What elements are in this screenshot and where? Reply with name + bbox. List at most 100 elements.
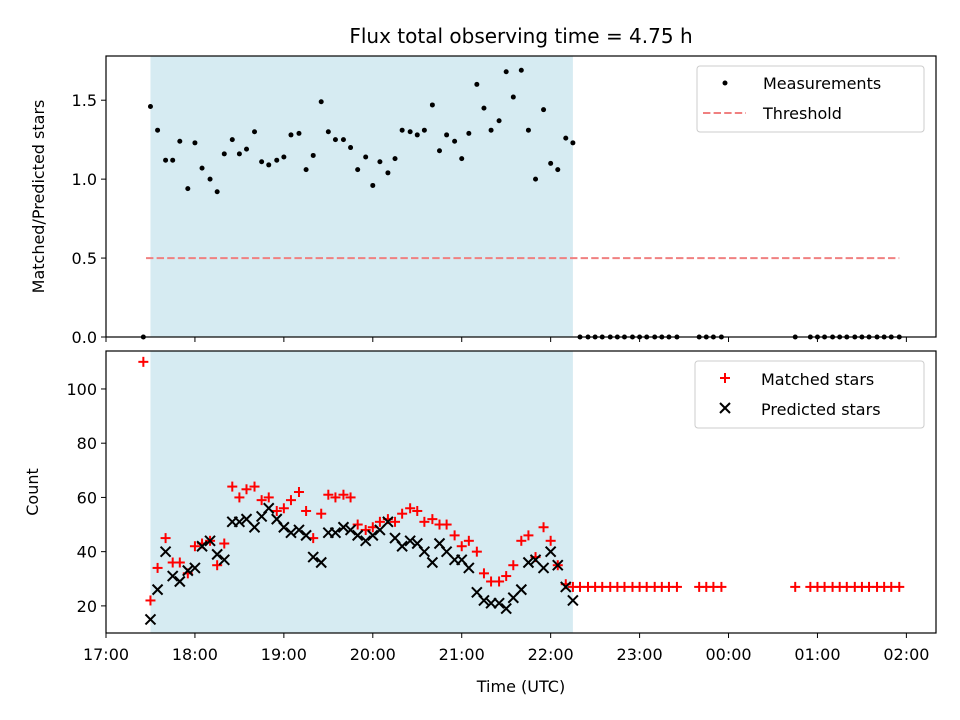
measurement-point: [244, 146, 250, 152]
measurement-point: [170, 157, 176, 163]
predicted-star-point: [300, 529, 312, 542]
matched-star-point: [278, 503, 289, 514]
matched-star-point: [463, 535, 474, 546]
measurement-point: [163, 157, 169, 163]
measurement-point: [548, 160, 554, 166]
bottom-legend: Matched stars Predicted stars: [694, 360, 925, 429]
predicted-star-point: [307, 551, 319, 563]
matched-star-point: [419, 516, 430, 527]
predicted-star-point-b: [411, 537, 423, 550]
measurement-point: [288, 132, 294, 138]
measurement-point: [533, 176, 539, 182]
predicted-star-point: [522, 556, 535, 569]
predicted-star-point-b: [389, 532, 401, 544]
matched-star-point: [174, 557, 185, 568]
predicted-star-point-b: [344, 524, 357, 536]
predicted-star-point: [174, 575, 186, 588]
measurement-point: [355, 167, 361, 173]
measurement-point: [563, 135, 569, 141]
predicted-star-point-b: [552, 559, 564, 571]
predicted-star-point-b: [337, 521, 350, 533]
measurement-point: [459, 156, 465, 162]
predicted-star-point: [211, 548, 223, 561]
x-tick-label: 20:00: [350, 645, 396, 664]
matched-star-point: [219, 538, 230, 549]
bottom-subplot: 20 40 60 80 100 17:00 18:00 19:00 20:00 21:00 22:…: [23, 350, 937, 696]
matched-star-point: [478, 568, 489, 579]
measurement-point: [221, 151, 227, 157]
measurement-point: [192, 140, 198, 146]
measurement-point: [363, 154, 369, 160]
predicted-star-point-b: [159, 545, 172, 558]
predicted-star-point-b: [278, 521, 290, 533]
measurement-point: [281, 154, 287, 160]
legend-plus: [720, 373, 730, 383]
top-x-ticks: [105, 337, 907, 342]
predicted-star-point: [515, 583, 528, 596]
x-axis-label: Time (UTC): [476, 677, 565, 696]
predicted-star-point: [159, 545, 172, 558]
measurement-point: [325, 129, 331, 135]
predicted-star-point: [359, 535, 372, 547]
measurement-point: [510, 94, 516, 100]
predicted-star-point: [426, 556, 439, 569]
matched-star-point: [293, 487, 304, 497]
predicted-star-point: [567, 594, 579, 607]
predicted-star-point-b: [211, 548, 223, 561]
predicted-star-point: [544, 545, 557, 558]
predicted-star-point: [493, 597, 505, 609]
predicted-star-point-b: [471, 586, 483, 599]
measurement-point: [429, 102, 435, 108]
matched-star-point: [390, 516, 401, 527]
matched-star-point: [234, 492, 245, 503]
predicted-star-point-b: [493, 597, 505, 609]
predicted-star-point-b: [522, 556, 535, 569]
bottom-y-ticks: 20 40 60 80 100: [66, 380, 106, 616]
measurement-point: [318, 99, 324, 105]
predicted-star-point: [337, 521, 350, 533]
matched-star-point: [285, 495, 296, 506]
matched-star-point: [894, 581, 905, 592]
measurement-point: [259, 159, 265, 165]
legend-cross-b: [719, 402, 731, 414]
measurement-point: [474, 81, 480, 87]
matched-star-point: [449, 530, 460, 541]
chart-title: Flux total observing time = 4.75 h: [349, 24, 692, 48]
predicted-star-point: [560, 581, 572, 593]
matched-star-point: [405, 503, 416, 514]
predicted-star-point-b: [315, 556, 327, 569]
matched-star-point: [301, 505, 312, 516]
matched-star-point: [227, 481, 238, 492]
matched-star-point: [316, 508, 327, 519]
predicted-star-point-b: [367, 529, 379, 542]
predicted-star-point: [233, 516, 246, 528]
predicted-star-point: [278, 521, 290, 533]
predicted-star-point: [144, 613, 157, 626]
predicted-stars-points: [144, 502, 579, 626]
predicted-star-point-b: [537, 562, 550, 574]
measurement-point: [296, 130, 302, 136]
predicted-star-point: [537, 562, 550, 574]
matched-star-point: [456, 541, 467, 552]
predicted-star-point-b: [351, 529, 364, 542]
measurement-point: [207, 176, 213, 182]
matched-star-point: [256, 495, 267, 506]
x-tick-label: 22:00: [528, 645, 574, 664]
predicted-star-point-b: [151, 583, 164, 596]
predicted-star-point-b: [560, 581, 572, 593]
x-tick-label: 02:00: [883, 645, 929, 664]
top-y-tick-label: 1.5: [72, 91, 97, 110]
matched-star-point: [412, 505, 423, 516]
measurement-point: [340, 137, 346, 143]
measurement-point: [348, 145, 354, 151]
measurement-point: [303, 167, 309, 173]
predicted-star-point-b: [182, 564, 194, 577]
bottom-x-ticks: 17:00 18:00 19:00 20:00 21:00 22:00 23:00 00:00…: [83, 633, 929, 664]
matched-star-point: [523, 530, 534, 541]
measurement-point: [541, 107, 547, 113]
predicted-star-point: [196, 540, 208, 552]
legend-cross: [719, 402, 731, 414]
predicted-star-point: [204, 535, 216, 547]
predicted-star-point-b: [307, 551, 319, 563]
predicted-star-point-b: [500, 602, 512, 615]
